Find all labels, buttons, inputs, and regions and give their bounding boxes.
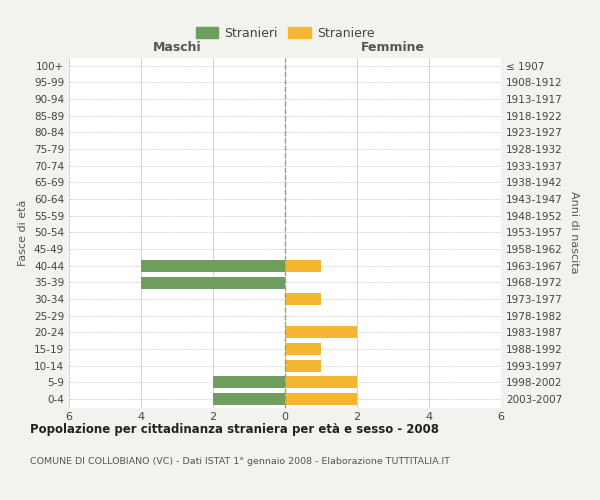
Bar [285, 376, 357, 388]
Text: Femmine: Femmine [361, 41, 425, 54]
Legend: Stranieri, Straniere: Stranieri, Straniere [191, 22, 379, 44]
Text: Maschi: Maschi [152, 41, 202, 54]
Bar [285, 393, 357, 405]
Bar [213, 376, 285, 388]
Bar [285, 293, 321, 305]
Y-axis label: Fasce di età: Fasce di età [19, 200, 28, 266]
Bar [285, 326, 357, 338]
Bar [285, 360, 321, 372]
Bar [141, 260, 285, 272]
Text: Popolazione per cittadinanza straniera per età e sesso - 2008: Popolazione per cittadinanza straniera p… [30, 422, 439, 436]
Bar [285, 343, 321, 355]
Text: COMUNE DI COLLOBIANO (VC) - Dati ISTAT 1° gennaio 2008 - Elaborazione TUTTITALIA: COMUNE DI COLLOBIANO (VC) - Dati ISTAT 1… [30, 458, 450, 466]
Bar [141, 276, 285, 288]
Y-axis label: Anni di nascita: Anni di nascita [569, 191, 579, 274]
Bar [285, 260, 321, 272]
Bar [213, 393, 285, 405]
